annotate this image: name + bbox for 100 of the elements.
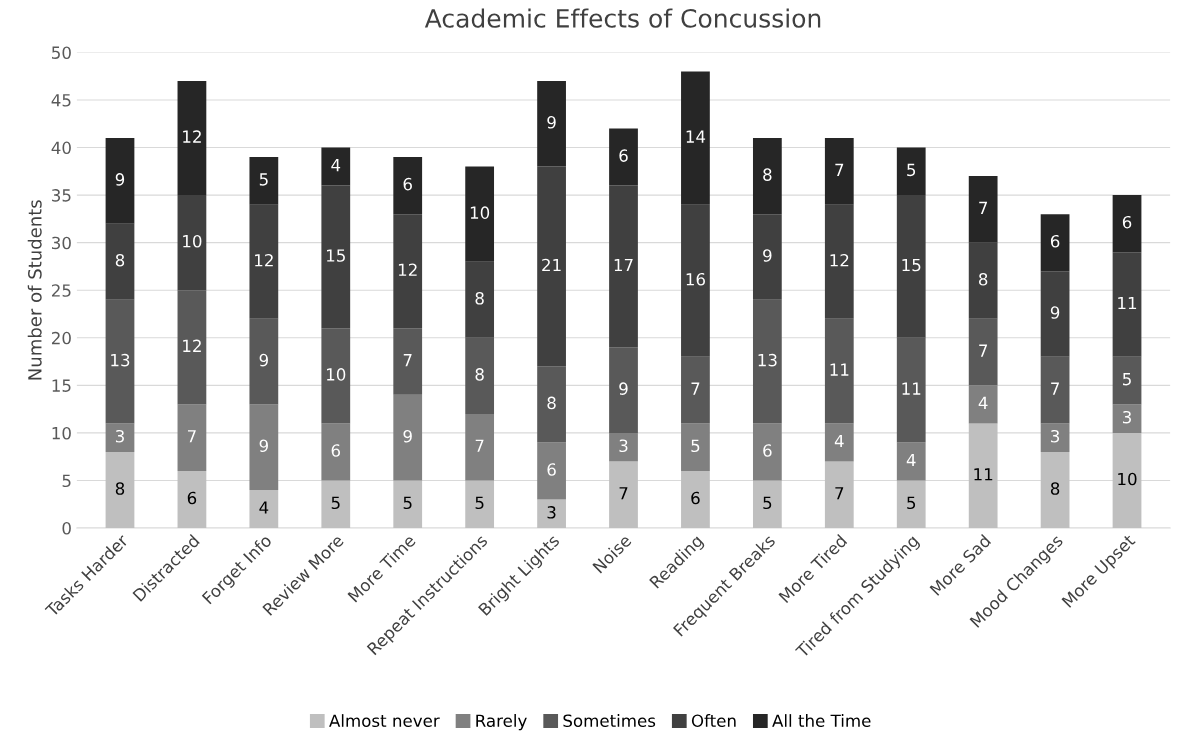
data-label: 3	[1122, 410, 1131, 424]
data-label: 3	[1051, 429, 1060, 443]
bar	[537, 166, 566, 367]
bar	[1040, 423, 1070, 452]
data-label: 9	[259, 353, 268, 367]
bar	[824, 461, 854, 529]
bar	[752, 299, 782, 424]
legend-label: Rarely	[476, 714, 527, 731]
bar	[681, 356, 710, 424]
data-label: 6	[547, 463, 556, 476]
bar	[609, 347, 638, 433]
bar	[752, 423, 782, 481]
legend-label: Almost never	[329, 714, 440, 728]
data-label: 3	[115, 429, 124, 443]
data-label: 4	[978, 396, 988, 409]
data-label: 12	[398, 263, 417, 276]
bar	[681, 470, 710, 529]
bar	[1040, 271, 1070, 357]
data-label: 6	[403, 177, 412, 191]
data-label: 6	[1050, 234, 1060, 248]
bar	[105, 223, 135, 300]
data-label: 6	[619, 149, 628, 162]
data-label: 10	[470, 206, 490, 219]
bar	[393, 480, 423, 529]
y-tick-label: 15	[52, 379, 71, 392]
bar	[249, 157, 279, 205]
bar	[537, 80, 566, 167]
y-tick-label: 0	[62, 522, 71, 535]
bar	[321, 328, 351, 424]
legend-label: All the Time	[772, 714, 871, 728]
data-label: 7	[979, 201, 988, 214]
data-label: 6	[1122, 215, 1132, 229]
bar	[537, 499, 566, 529]
data-label: 7	[979, 344, 988, 357]
data-label: 5	[475, 496, 484, 510]
data-label: 12	[830, 253, 849, 267]
data-label: 7	[403, 354, 412, 367]
data-label: 11	[902, 382, 921, 395]
data-label: 5	[403, 496, 412, 510]
bar	[1112, 404, 1142, 433]
data-label: 13	[111, 353, 130, 367]
bar	[249, 490, 279, 529]
bar	[752, 480, 782, 529]
data-label: 11	[830, 363, 849, 376]
bar	[321, 423, 351, 481]
bar	[393, 157, 423, 215]
y-tick-label: 30	[52, 236, 71, 250]
data-label: 5	[763, 496, 772, 510]
bar	[1112, 432, 1142, 529]
data-label: 9	[1050, 306, 1060, 319]
data-label: 9	[547, 116, 556, 129]
data-label: 16	[686, 272, 705, 286]
data-label: 5	[259, 173, 268, 186]
data-label: 8	[475, 291, 484, 305]
bar	[465, 337, 495, 414]
bar	[609, 128, 638, 186]
bar	[177, 195, 207, 291]
bar	[968, 318, 998, 386]
data-label: 7	[835, 163, 844, 176]
data-label: 7	[187, 430, 196, 443]
bar	[537, 442, 566, 500]
y-tick-label: 40	[51, 141, 71, 155]
bar	[609, 185, 638, 348]
bar	[896, 337, 926, 443]
legend-label: Sometimes	[563, 714, 656, 728]
data-label: 5	[1123, 373, 1131, 386]
y-tick-label: 45	[51, 94, 71, 107]
data-label: 10	[1118, 472, 1137, 486]
legend-label: Often	[691, 714, 736, 728]
data-label: 11	[1118, 296, 1137, 310]
bar	[681, 204, 710, 357]
data-label: 3	[547, 506, 556, 519]
bar	[321, 147, 351, 186]
data-label: 12	[183, 339, 201, 352]
bar	[1112, 195, 1142, 253]
data-label: 6	[763, 444, 772, 457]
bar	[824, 138, 854, 205]
data-label: 4	[259, 501, 269, 514]
bar	[968, 385, 998, 424]
data-label: 7	[619, 487, 628, 500]
bar	[465, 480, 495, 529]
data-label: 9	[763, 249, 772, 262]
data-label: 4	[331, 159, 341, 172]
bar	[681, 71, 710, 205]
bar	[105, 451, 135, 529]
data-label: 11	[974, 468, 993, 481]
data-label: 14	[686, 130, 706, 143]
data-label: 21	[542, 258, 561, 272]
data-label: 7	[475, 439, 484, 452]
data-label: 10	[183, 234, 202, 248]
data-label: 12	[183, 130, 201, 143]
data-label: 9	[259, 439, 268, 453]
bar	[177, 404, 207, 471]
bar	[896, 147, 926, 196]
y-tick-label: 20	[51, 331, 71, 345]
bar	[1112, 356, 1142, 405]
bar	[896, 195, 926, 338]
bar	[824, 423, 854, 462]
bar	[177, 470, 207, 529]
bar	[1040, 451, 1070, 529]
